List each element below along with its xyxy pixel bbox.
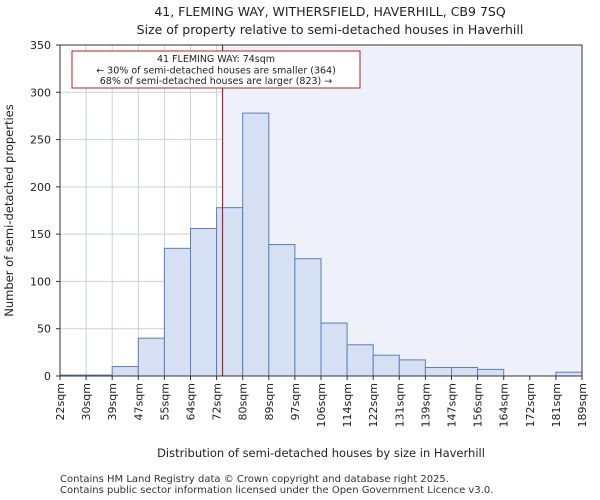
x-tick-label: 47sqm xyxy=(132,383,145,420)
bar-64sqm xyxy=(190,227,218,377)
y-tick-label: 350 xyxy=(30,39,51,52)
bar-72sqm xyxy=(216,207,244,377)
x-tick-label: 97sqm xyxy=(289,383,302,420)
bar-114sqm xyxy=(346,344,374,377)
x-tick-label: 181sqm xyxy=(550,383,563,427)
bar-139sqm xyxy=(424,366,452,377)
x-tick-label: 139sqm xyxy=(419,383,432,427)
x-tick-label: 39sqm xyxy=(106,383,119,420)
y-tick-label: 250 xyxy=(30,134,51,147)
x-tick-label: 122sqm xyxy=(367,383,380,427)
bar-147sqm xyxy=(451,366,479,377)
bar-47sqm xyxy=(137,337,165,377)
bar-106sqm xyxy=(320,322,348,377)
x-tick-label: 89sqm xyxy=(263,383,276,420)
annotation-line3: 68% of semi-detached houses are larger (… xyxy=(100,76,333,87)
x-tick-label: 156sqm xyxy=(472,383,485,427)
bar-97sqm xyxy=(294,258,322,377)
y-tick-label: 0 xyxy=(44,370,51,383)
bar-131sqm xyxy=(398,359,426,377)
y-tick-label: 100 xyxy=(30,275,51,288)
x-tick-label: 22sqm xyxy=(54,383,67,420)
annotation-box: 41 FLEMING WAY: 74sqm ← 30% of semi-deta… xyxy=(71,50,361,89)
y-tick-label: 150 xyxy=(30,228,51,241)
footer-line2: Contains public sector information licen… xyxy=(60,485,494,496)
bar-89sqm xyxy=(268,244,296,377)
x-tick-label: 80sqm xyxy=(237,383,250,420)
y-tick-label: 200 xyxy=(30,181,51,194)
bar-39sqm xyxy=(111,366,139,377)
chart-title-line2: Size of property relative to semi-detach… xyxy=(137,22,524,37)
x-tick-label: 72sqm xyxy=(211,383,224,420)
bar-80sqm xyxy=(242,112,270,377)
x-tick-label: 106sqm xyxy=(315,383,328,427)
x-tick-label: 114sqm xyxy=(341,383,354,427)
x-tick-label: 164sqm xyxy=(498,383,511,427)
x-tick-label: 30sqm xyxy=(80,383,93,420)
y-tick-label: 300 xyxy=(30,86,51,99)
x-axis-label: Distribution of semi-detached houses by … xyxy=(157,446,485,460)
axes-layer: 0 50 100 150 200 250 300 350 22sqm 30sqm 39sqm 47sq… xyxy=(30,39,589,427)
footer-line1: Contains HM Land Registry data © Crown c… xyxy=(60,474,449,485)
x-tick-label: 172sqm xyxy=(524,383,537,427)
bar-122sqm xyxy=(372,354,400,377)
bar-156sqm xyxy=(477,368,505,377)
chart-title-line1: 41, FLEMING WAY, WITHERSFIELD, HAVERHILL… xyxy=(154,4,505,19)
y-axis-label: Number of semi-detached properties xyxy=(2,104,16,316)
bar-55sqm xyxy=(163,247,191,377)
x-tick-label: 64sqm xyxy=(185,383,198,420)
bar-181sqm xyxy=(555,371,583,377)
annotation-line1: 41 FLEMING WAY: 74sqm xyxy=(157,54,275,65)
annotation-line2: ← 30% of semi-detached houses are smalle… xyxy=(96,66,336,77)
y-tick-label: 50 xyxy=(37,323,51,336)
x-tick-label: 55sqm xyxy=(158,383,171,420)
x-tick-label: 131sqm xyxy=(393,383,406,427)
x-tick-label: 189sqm xyxy=(576,383,589,427)
x-tick-label: 147sqm xyxy=(446,383,459,427)
